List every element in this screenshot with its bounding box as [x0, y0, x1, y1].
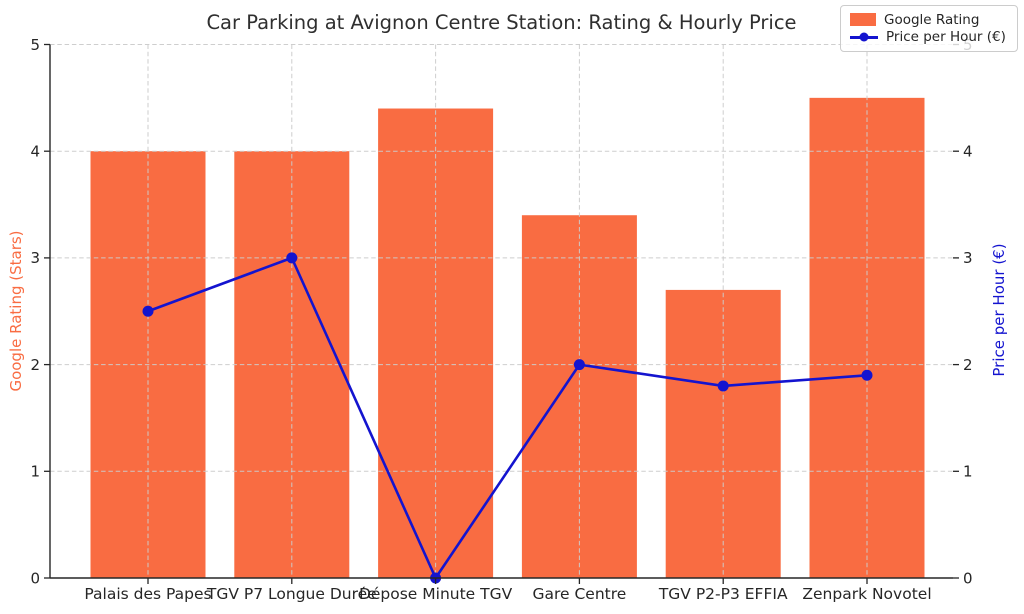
legend-item-google-rating: Google Rating: [850, 11, 1008, 29]
price-point-5: [861, 369, 873, 381]
legend-item-price-per-hour: Price per Hour (€): [850, 29, 1008, 47]
y-tick-label-left-3: 3: [30, 249, 40, 267]
y-tick-label-left-2: 2: [30, 356, 40, 374]
y-tick-label-left-0: 0: [30, 569, 40, 587]
y-tick-label-left-5: 5: [30, 36, 40, 54]
legend-line-marker-icon: [859, 32, 869, 42]
price-point-3: [573, 359, 585, 371]
y-tick-label-right-1: 1: [963, 463, 973, 481]
y-tick-label-left-1: 1: [30, 463, 40, 481]
x-tick-label-3: Gare Centre: [532, 585, 626, 603]
price-point-0: [142, 305, 154, 317]
y-tick-label-right-2: 2: [963, 356, 973, 374]
x-tick-label-0: Palais des Papes: [84, 585, 211, 603]
x-tick-label-5: Zenpark Novotel: [802, 585, 931, 603]
price-line: [147, 256, 868, 580]
y-tick-label-right-3: 3: [963, 249, 973, 267]
chart-title: Car Parking at Avignon Centre Station: R…: [206, 11, 797, 34]
legend: Google Rating Price per Hour (€): [840, 5, 1018, 52]
y-tick-label-right-0: 0: [963, 569, 973, 587]
legend-label-price-per-hour: Price per Hour (€): [886, 29, 1006, 46]
y-tick-label-right-4: 4: [963, 142, 973, 160]
legend-label-google-rating: Google Rating: [884, 11, 980, 28]
legend-bar-swatch-icon: [850, 13, 876, 27]
legend-line-swatch-icon: [850, 32, 878, 42]
price-point-1: [286, 252, 298, 264]
x-tick-label-4: TGV P2-P3 EFFIA: [658, 585, 788, 603]
x-tick-label-2: Dépose Minute TGV: [359, 585, 513, 603]
price-point-4: [717, 380, 729, 392]
x-tick-label-1: TGV P7 Longue Durée: [206, 585, 377, 603]
y-tick-label-left-4: 4: [30, 142, 40, 160]
